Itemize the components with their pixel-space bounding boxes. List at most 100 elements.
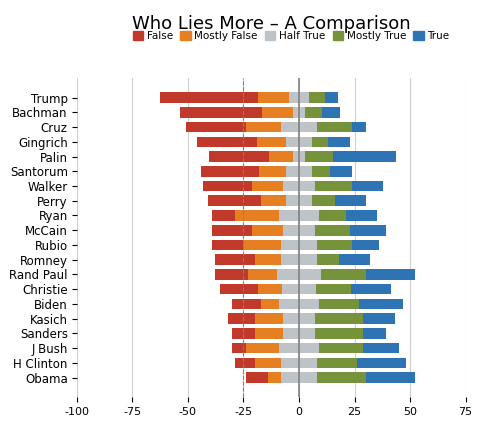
Bar xyxy=(212,210,235,221)
Bar xyxy=(232,343,246,353)
Bar xyxy=(261,299,279,309)
Bar xyxy=(317,240,352,250)
Bar xyxy=(322,107,340,118)
Bar xyxy=(334,151,396,162)
Bar xyxy=(283,313,299,324)
Bar xyxy=(252,225,283,235)
Bar xyxy=(286,137,299,147)
Bar xyxy=(281,122,299,132)
Bar xyxy=(220,284,258,295)
Bar xyxy=(299,240,317,250)
Bar xyxy=(160,92,258,103)
Bar xyxy=(279,299,299,309)
Bar xyxy=(277,269,299,280)
Bar xyxy=(283,328,299,339)
Bar xyxy=(299,122,317,132)
Bar xyxy=(293,151,299,162)
Bar xyxy=(197,137,257,147)
Bar xyxy=(299,210,319,221)
Bar xyxy=(258,92,289,103)
Bar xyxy=(328,137,350,147)
Bar xyxy=(215,269,248,280)
Bar xyxy=(357,358,406,368)
Bar xyxy=(304,151,334,162)
Bar xyxy=(289,92,299,103)
Bar xyxy=(279,210,299,221)
Bar xyxy=(314,328,363,339)
Bar xyxy=(209,151,269,162)
Bar xyxy=(258,284,282,295)
Bar xyxy=(299,195,312,206)
Bar xyxy=(330,166,352,177)
Bar xyxy=(312,166,330,177)
Bar xyxy=(299,107,304,118)
Bar xyxy=(299,166,312,177)
Bar xyxy=(281,254,299,265)
Bar xyxy=(281,372,299,383)
Bar xyxy=(293,107,299,118)
Bar xyxy=(309,92,324,103)
Bar xyxy=(262,107,293,118)
Bar xyxy=(304,107,322,118)
Bar xyxy=(316,284,351,295)
Bar xyxy=(235,358,254,368)
Bar xyxy=(319,343,363,353)
Bar xyxy=(324,92,338,103)
Bar xyxy=(317,358,357,368)
Bar xyxy=(352,240,379,250)
Bar xyxy=(235,210,279,221)
Bar xyxy=(299,358,317,368)
Bar xyxy=(186,122,246,132)
Bar xyxy=(248,269,277,280)
Bar xyxy=(299,225,314,235)
Bar xyxy=(283,181,299,191)
Bar xyxy=(317,122,352,132)
Bar xyxy=(299,299,319,309)
Bar xyxy=(299,284,316,295)
Bar xyxy=(299,269,321,280)
Bar xyxy=(212,240,243,250)
Bar xyxy=(359,299,403,309)
Bar xyxy=(299,372,317,383)
Bar xyxy=(299,92,309,103)
Bar xyxy=(363,313,395,324)
Bar xyxy=(269,151,293,162)
Bar xyxy=(246,343,279,353)
Bar xyxy=(252,181,283,191)
Bar xyxy=(257,137,286,147)
Bar xyxy=(352,181,384,191)
Bar xyxy=(246,122,281,132)
Bar xyxy=(282,284,299,295)
Bar xyxy=(317,254,339,265)
Bar xyxy=(363,343,399,353)
Bar xyxy=(351,284,391,295)
Bar xyxy=(366,269,415,280)
Bar xyxy=(268,372,281,383)
Bar xyxy=(283,225,299,235)
Bar xyxy=(261,195,286,206)
Bar xyxy=(201,166,259,177)
Bar xyxy=(319,210,346,221)
Bar xyxy=(281,358,299,368)
Bar xyxy=(232,299,261,309)
Bar xyxy=(317,372,366,383)
Bar xyxy=(299,328,314,339)
Bar xyxy=(312,137,328,147)
Bar xyxy=(180,107,262,118)
Bar xyxy=(281,240,299,250)
Bar xyxy=(314,225,350,235)
Bar xyxy=(254,328,283,339)
Bar xyxy=(299,313,314,324)
Bar xyxy=(299,181,314,191)
Bar xyxy=(286,195,299,206)
Bar xyxy=(339,254,370,265)
Bar xyxy=(228,313,254,324)
Bar xyxy=(366,372,415,383)
Bar xyxy=(314,181,352,191)
Bar xyxy=(335,195,366,206)
Bar xyxy=(299,151,304,162)
Bar xyxy=(346,210,377,221)
Bar xyxy=(350,225,385,235)
Bar xyxy=(319,299,359,309)
Bar xyxy=(314,313,363,324)
